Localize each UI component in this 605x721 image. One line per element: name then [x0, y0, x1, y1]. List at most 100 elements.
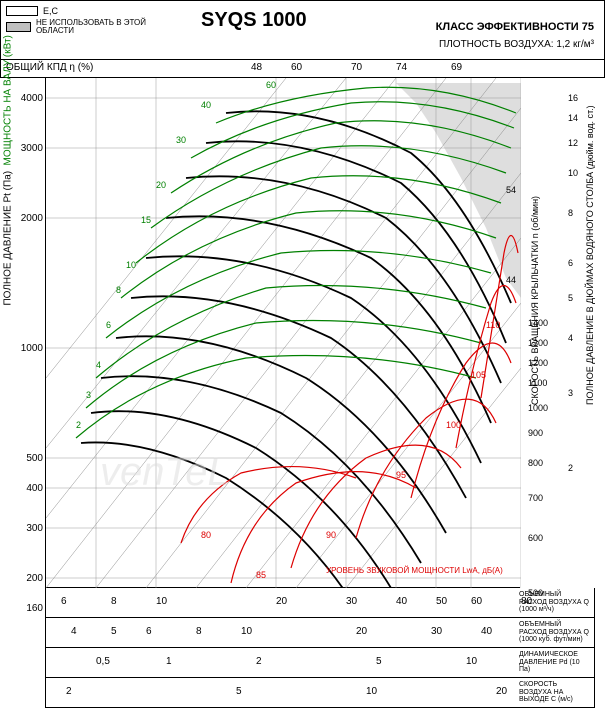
scale-tick: 10 [156, 596, 167, 607]
scale-tick: 5 [236, 686, 242, 697]
svg-text:80: 80 [201, 530, 211, 540]
legend-gray-text: НЕ ИСПОЛЬЗОВАТЬ В ЭТОЙ ОБЛАСТИ [36, 19, 151, 35]
inch-tick: 8 [568, 208, 573, 218]
inch-tick: 6 [568, 258, 573, 268]
svg-text:8: 8 [116, 285, 121, 295]
y-left-tick: 200 [18, 573, 43, 584]
legend-gray: НЕ ИСПОЛЬЗОВАТЬ В ЭТОЙ ОБЛАСТИ [6, 19, 151, 35]
legend-ec-text: E,C [43, 6, 58, 16]
scale-tick: 30 [431, 626, 442, 637]
chart-svg: 60403020151086432 11010510095908580 54 4… [46, 78, 521, 588]
scale-tick: 10 [366, 686, 377, 697]
scale-row: 6810203040506080ОБЪЕМНЫЙ РАСХОД ВОЗДУХА … [45, 588, 595, 618]
svg-text:105: 105 [471, 370, 486, 380]
rpm-tick: 1100 [528, 378, 547, 388]
inch-tick: 5 [568, 293, 573, 303]
y-left-tick: 300 [18, 523, 43, 534]
svg-text:4: 4 [96, 360, 101, 370]
rpm-tick: 1400 [528, 318, 548, 328]
scale-tick: 20 [356, 626, 367, 637]
svg-text:30: 30 [176, 135, 186, 145]
scale-tick: 40 [481, 626, 492, 637]
inch-tick: 3 [568, 388, 573, 398]
scale-row: 2 5 10 20 СКОРОСТЬ ВОЗДУХА НА ВЫХОДЕ C (м/с) [45, 678, 595, 708]
scale-tick: 20 [276, 596, 287, 607]
kpd-tick: 60 [291, 62, 302, 73]
rpm-axis-label: СКОРОСТЬ ВРАЩЕНИЯ КРЫЛЬЧАТКИ n (об/мин) [530, 196, 540, 405]
svg-text:6: 6 [106, 320, 111, 330]
scale-tick: 2 [66, 686, 72, 697]
chart-area: 60403020151086432 11010510095908580 54 4… [45, 78, 520, 588]
power-axis-label: МОЩНОСТЬ НА ВАЛУ (кВт) [3, 35, 14, 165]
efficiency-class: КЛАСС ЭФФЕКТИВНОСТИ 75 [436, 21, 594, 33]
scale-tick: 10 [241, 626, 252, 637]
y-left-tick: 4000 [18, 93, 43, 104]
rpm-tick: 800 [528, 458, 543, 468]
y-left-tick: 400 [18, 483, 43, 494]
ref-44: 44 [506, 275, 516, 285]
scale-tick: 60 [471, 596, 482, 607]
scale-tick: 40 [396, 596, 407, 607]
y-left-tick: 1000 [18, 343, 43, 354]
scale-tick: 4 [71, 626, 77, 637]
svg-text:100: 100 [446, 420, 461, 430]
scale-tick: 6 [146, 626, 152, 637]
scale-row: 0,5 1 2 5 10 ДИНАМИЧЕСКОЕ ДАВЛЕНИЕ Pd (10 Па) [45, 648, 595, 678]
swatch-gray [6, 22, 31, 32]
inch-tick: 16 [568, 93, 578, 103]
svg-text:40: 40 [201, 100, 211, 110]
sound-text: УРОВЕНЬ ЗВУКОВОЙ МОЩНОСТИ LwA, дБ(А) [326, 566, 503, 575]
scale-label: ДИНАМИЧЕСКОЕ ДАВЛЕНИЕ Pd (10 Па) [519, 651, 589, 674]
scale-tick: 2 [256, 656, 262, 667]
legend-ec: E,C [6, 6, 151, 16]
inch-tick: 2 [568, 463, 573, 473]
scale-tick: 6 [61, 596, 67, 607]
rpm-tick: 600 [528, 533, 543, 543]
rpm-tick: 500 [528, 588, 543, 598]
inch-tick: 12 [568, 138, 578, 148]
rpm-tick: 1000 [528, 403, 548, 413]
svg-text:95: 95 [396, 470, 406, 480]
svg-text:60: 60 [266, 80, 276, 90]
kpd-tick: 70 [351, 62, 362, 73]
kpd-row: ОБЩИЙ КПД η (%) 48 60 70 74 69 [0, 60, 605, 78]
y-left-tick: 3000 [18, 143, 43, 154]
svg-text:85: 85 [256, 570, 266, 580]
chart-title: SYQS 1000 [201, 9, 307, 32]
kpd-label: ОБЩИЙ КПД η (%) [6, 62, 93, 73]
y-left-tick: 500 [18, 453, 43, 464]
y-left-tick: 2000 [18, 213, 43, 224]
rpm-tick: 1300 [528, 338, 548, 348]
scale-row: 456810203040ОБЪЕМНЫЙ РАСХОД ВОЗДУХА Q (1… [45, 618, 595, 648]
scale-tick: 5 [376, 656, 382, 667]
scale-tick: 0,5 [96, 656, 110, 667]
kpd-tick: 48 [251, 62, 262, 73]
kpd-tick: 69 [451, 62, 462, 73]
inch-axis-label: ПОЛНОЕ ДАВЛЕНИЕ В ДЮЙМАХ ВОДЯНОГО СТОЛБА… [585, 105, 595, 405]
svg-text:90: 90 [326, 530, 336, 540]
scale-tick: 50 [436, 596, 447, 607]
inch-tick: 4 [568, 333, 573, 343]
kpd-tick: 74 [396, 62, 407, 73]
rpm-tick: 900 [528, 428, 543, 438]
header: E,C НЕ ИСПОЛЬЗОВАТЬ В ЭТОЙ ОБЛАСТИ SYQS … [0, 0, 605, 60]
scale-tick: 1 [166, 656, 172, 667]
rpm-tick: 700 [528, 493, 543, 503]
inch-tick: 14 [568, 113, 578, 123]
inch-tick: 10 [568, 168, 578, 178]
scale-tick: 5 [111, 626, 117, 637]
scale-tick: 30 [346, 596, 357, 607]
bottom-scales: 6810203040506080ОБЪЕМНЫЙ РАСХОД ВОЗДУХА … [45, 588, 595, 708]
svg-text:2: 2 [76, 420, 81, 430]
scale-tick: 10 [466, 656, 477, 667]
ref-54: 54 [506, 185, 516, 195]
rpm-curves [81, 111, 511, 588]
scale-label: СКОРОСТЬ ВОЗДУХА НА ВЫХОДЕ C (м/с) [519, 681, 589, 704]
svg-text:15: 15 [141, 215, 151, 225]
svg-text:20: 20 [156, 180, 166, 190]
air-density: ПЛОТНОСТЬ ВОЗДУХА: 1,2 кг/м³ [439, 39, 594, 50]
legend: E,C НЕ ИСПОЛЬЗОВАТЬ В ЭТОЙ ОБЛАСТИ [6, 6, 151, 38]
scale-tick: 8 [111, 596, 117, 607]
scale-tick: 8 [196, 626, 202, 637]
scale-tick: 20 [496, 686, 507, 697]
